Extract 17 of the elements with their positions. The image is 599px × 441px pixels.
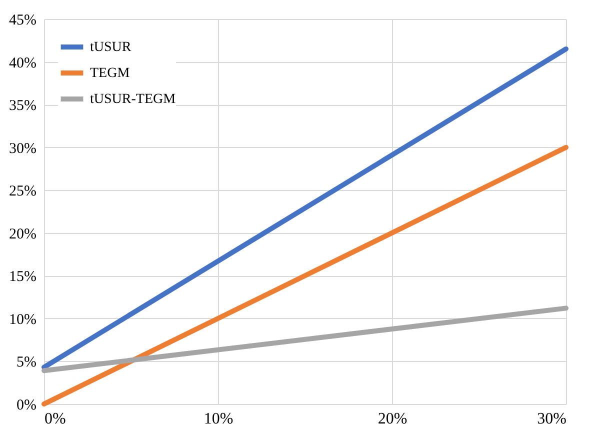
y-tick-label: 15% [9,269,36,286]
y-tick-label: 45% [9,12,36,28]
y-tick-label: 25% [9,184,36,200]
y-tick-label: 10% [9,312,36,328]
y-tick-label: 35% [9,98,36,114]
legend-label: TEGM [90,66,130,81]
y-tick-label: 40% [9,55,36,72]
y-tick-label: 0% [16,398,36,414]
y-tick-label: 5% [16,354,36,371]
x-tick-label: 10% [204,410,234,428]
y-tick-label: 30% [9,140,36,157]
y-tick-label: 20% [9,226,36,242]
x-tick-label: 0% [44,410,66,428]
legend-label: tUSUR-TEGM [90,92,176,107]
legend-label: tUSUR [90,40,132,55]
x-tick-label: 20% [378,410,408,428]
x-tick-label: 30% [537,410,566,428]
